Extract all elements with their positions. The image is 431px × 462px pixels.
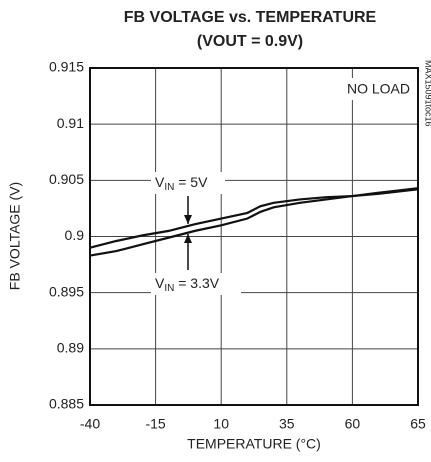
y-tick-label: 0.885 <box>49 396 84 412</box>
x-tick-label: 60 <box>345 416 361 432</box>
y-tick-label: 0.89 <box>57 340 84 356</box>
x-tick-label: 35 <box>279 416 295 432</box>
annotation: VIN = 5V <box>155 174 208 193</box>
annotation-rest: = 5V <box>174 174 208 190</box>
y-tick-label: 0.915 <box>49 59 84 75</box>
x-axis-label: TEMPERATURE (°C) <box>187 436 321 452</box>
y-tick-label: 0.905 <box>49 171 84 187</box>
y-tick-label: 0.9 <box>65 227 85 243</box>
x-tick-label: -40 <box>80 416 100 432</box>
x-tick-label: 65 <box>410 416 426 432</box>
x-tick-label: 10 <box>213 416 229 432</box>
arrow-head <box>184 215 192 224</box>
chart-subtitle: (VOUT = 0.9V) <box>197 33 303 50</box>
annotation-bg <box>151 172 225 194</box>
series-line <box>89 187 419 257</box>
arrow-head <box>184 234 192 243</box>
chart-title: FB VOLTAGE vs. TEMPERATURE <box>124 9 377 26</box>
note-bg <box>345 78 413 100</box>
annotation-rest: = 3.3V <box>174 275 219 291</box>
annotation-bg <box>151 273 241 295</box>
plot-frame <box>89 67 419 406</box>
x-tick-label: -15 <box>145 416 165 432</box>
series-line <box>89 188 419 249</box>
annotation-sub: IN <box>164 182 174 193</box>
annotation-v: V <box>155 174 165 190</box>
watermark: MAX15091toc16 <box>424 60 431 127</box>
annotation-v: V <box>155 275 165 291</box>
annotation: VIN = 3.3V <box>155 275 220 294</box>
annotation-sub: IN <box>164 283 174 294</box>
note: NO LOAD <box>347 81 410 97</box>
y-tick-label: 0.895 <box>49 283 84 299</box>
y-axis-label: FB VOLTAGE (V) <box>7 182 23 290</box>
y-tick-label: 0.91 <box>57 115 84 131</box>
